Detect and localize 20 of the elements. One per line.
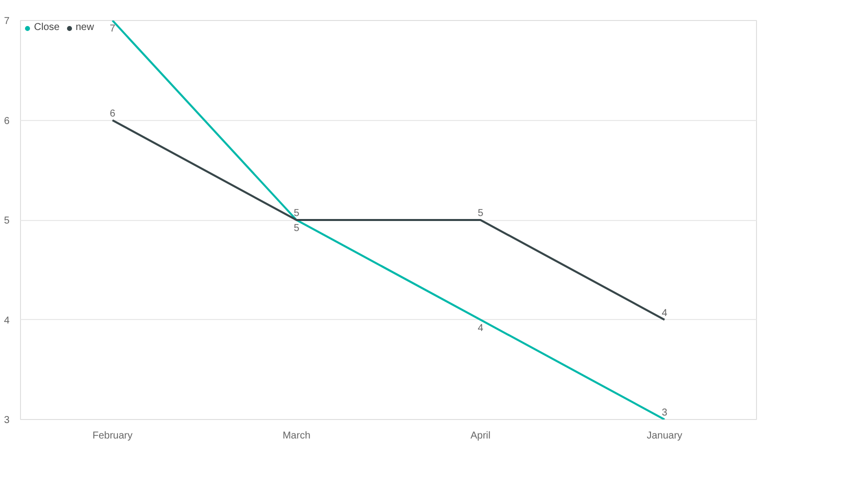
y-tick-label: 5 (4, 216, 10, 226)
x-tick-label: February (92, 430, 133, 442)
x-tick-label: January (646, 430, 682, 442)
y-tick-label: 3 (4, 415, 10, 426)
data-label: 5 (478, 208, 484, 219)
data-label: 7 (110, 24, 116, 34)
y-tick-label: 6 (4, 116, 10, 127)
y-tick-label: 4 (4, 315, 10, 326)
data-label: 4 (662, 308, 668, 319)
data-label: 6 (110, 108, 116, 120)
data-label: 4 (478, 322, 484, 334)
legend-label: Close (34, 22, 60, 33)
legend-label: new (76, 22, 95, 33)
data-label: 5 (294, 223, 300, 234)
x-tick-label: April (470, 430, 491, 442)
data-label: 5 (294, 208, 300, 219)
data-label: 3 (662, 408, 668, 418)
x-tick-label: March (282, 430, 310, 442)
y-tick-label: 7 (4, 16, 10, 27)
line-series (112, 20, 666, 420)
